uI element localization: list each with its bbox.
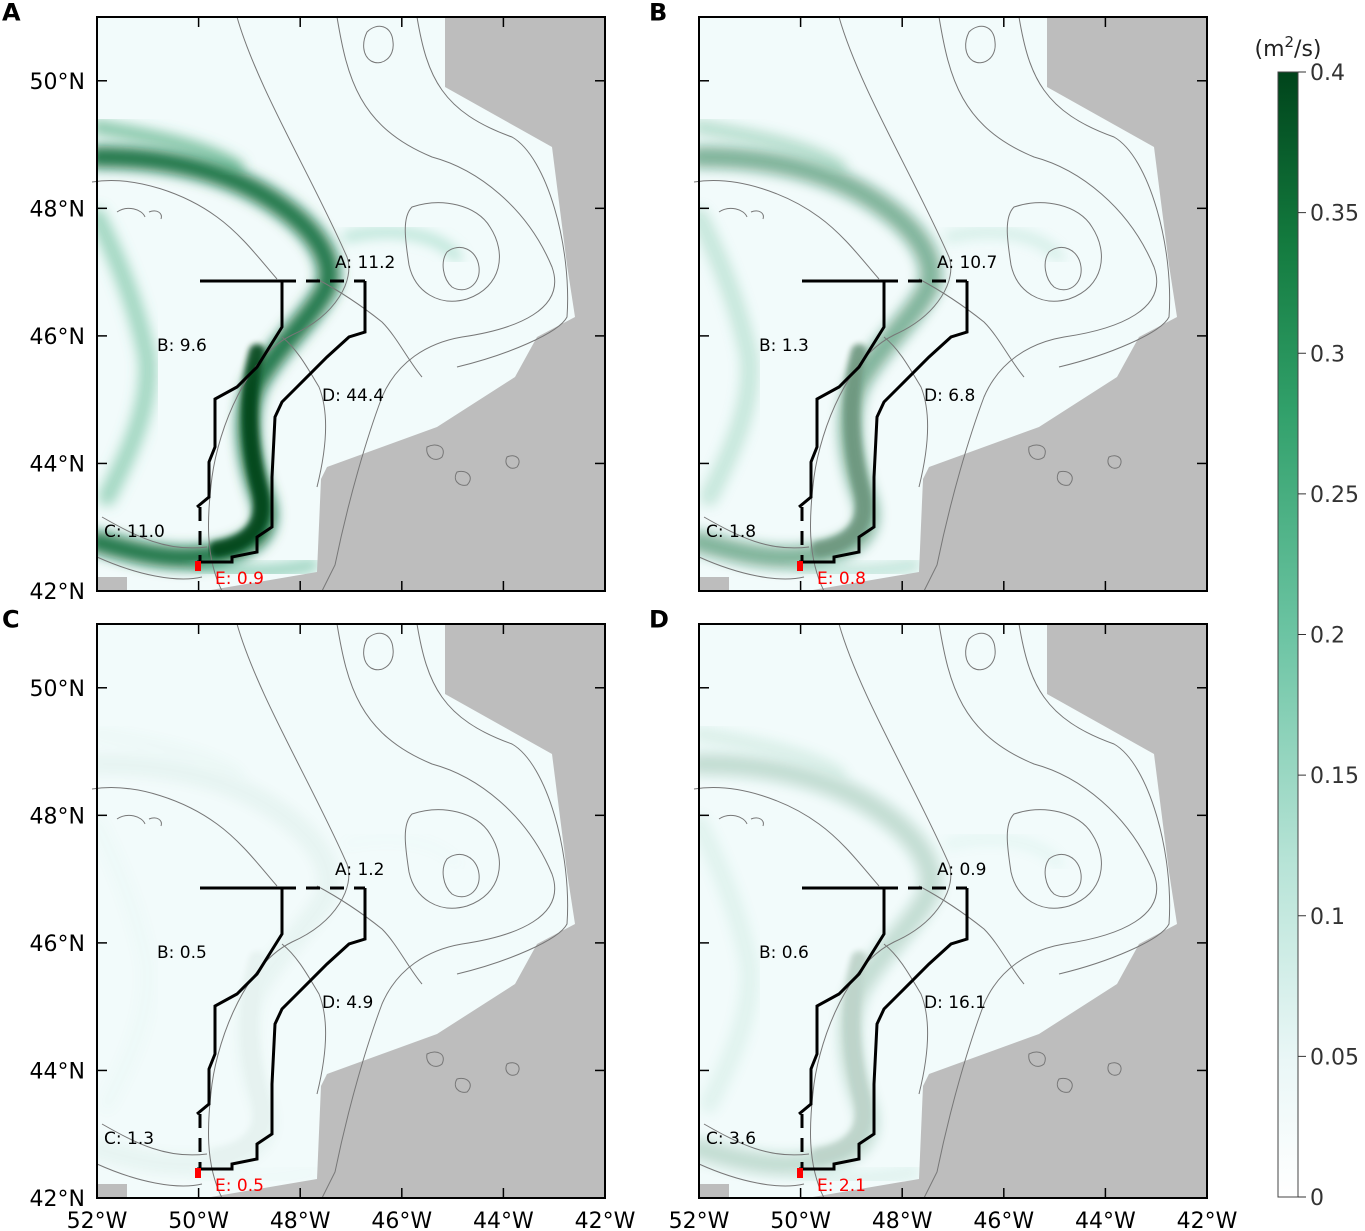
lon-label: 44°W bbox=[473, 1209, 534, 1231]
colorbar-tick-label: 0.2 bbox=[1310, 624, 1345, 649]
lon-label: 46°W bbox=[371, 1209, 432, 1231]
region-boundaries bbox=[196, 279, 367, 564]
region-label-e: E: 2.1 bbox=[817, 1176, 866, 1196]
lat-label: 46°N bbox=[30, 932, 85, 957]
panel-label: D bbox=[649, 606, 669, 634]
region-e-marker bbox=[797, 561, 803, 571]
region-label-b: B: 0.6 bbox=[759, 943, 809, 963]
land bbox=[205, 17, 605, 591]
lon-label: 48°W bbox=[270, 1209, 331, 1231]
land bbox=[205, 624, 605, 1198]
lat-label: 48°N bbox=[30, 804, 85, 829]
region-label-d: D: 44.4 bbox=[322, 386, 384, 406]
lon-label: 46°W bbox=[973, 1209, 1034, 1231]
panel-label: A bbox=[2, 0, 21, 27]
lon-label: 52°W bbox=[669, 1209, 730, 1231]
bathymetry-contours bbox=[693, 623, 1171, 1199]
map-frame bbox=[698, 16, 1208, 592]
region-label-e: E: 0.5 bbox=[215, 1176, 264, 1196]
lat-label: 50°N bbox=[30, 677, 85, 702]
map-panel-b: A: 10.7 B: 1.3 C: 1.8 D: 6.8 E: 0.8 B bbox=[649, 0, 1208, 592]
lon-label: 52°W bbox=[67, 1209, 128, 1231]
lat-label: 50°N bbox=[30, 70, 85, 95]
lon-label: 50°W bbox=[168, 1209, 229, 1231]
region-label-c: C: 1.8 bbox=[706, 522, 756, 542]
colorbar-tick-label: 0 bbox=[1310, 1186, 1324, 1211]
colorbar-tick-label: 0.3 bbox=[1310, 342, 1345, 367]
map-frame bbox=[698, 623, 1208, 1199]
colorbar-tick-label: 0.15 bbox=[1310, 764, 1359, 789]
bathymetry-contours bbox=[693, 16, 1171, 592]
colorbar-tick-label: 0.05 bbox=[1310, 1045, 1359, 1070]
colorbar-tick-label: 0.4 bbox=[1310, 61, 1345, 86]
region-label-a: A: 0.9 bbox=[937, 860, 987, 880]
land bbox=[97, 577, 127, 591]
region-label-e: E: 0.9 bbox=[215, 569, 264, 589]
lat-label: 42°N bbox=[30, 1187, 85, 1212]
panel-label: B bbox=[649, 0, 667, 27]
lon-label: 44°W bbox=[1075, 1209, 1136, 1231]
land bbox=[97, 1184, 127, 1198]
colorbar-tick-label: 0.1 bbox=[1310, 905, 1345, 930]
land bbox=[807, 624, 1207, 1198]
map-panel-c: A: 1.2 B: 0.5 C: 1.3 D: 4.9 E: 0.5 42°N 44°N 46… bbox=[2, 606, 636, 1231]
region-label-d: D: 6.8 bbox=[924, 386, 975, 406]
map-frame bbox=[96, 16, 606, 592]
colorbar-tick-label: 0.25 bbox=[1310, 483, 1359, 508]
region-label-e: E: 0.8 bbox=[817, 569, 866, 589]
lat-label: 48°N bbox=[30, 197, 85, 222]
lon-label: 42°W bbox=[1177, 1209, 1238, 1231]
region-label-b: B: 1.3 bbox=[759, 336, 809, 356]
region-label-a: A: 1.2 bbox=[335, 860, 385, 880]
map-frame bbox=[96, 623, 606, 1199]
lat-label: 44°N bbox=[30, 452, 85, 477]
region-label-c: C: 3.6 bbox=[706, 1129, 756, 1149]
region-label-d: D: 16.1 bbox=[924, 993, 986, 1013]
region-boundaries bbox=[798, 279, 969, 564]
region-label-a: A: 10.7 bbox=[937, 253, 997, 273]
land bbox=[807, 17, 1207, 591]
panel-label: C bbox=[2, 606, 20, 634]
region-e-marker bbox=[195, 1168, 201, 1178]
colorbar: (m2/s) 0 0.05 0.1 0.15 0.2 0.25 0.3 0.35 0.4 bbox=[1254, 33, 1359, 1211]
region-e-marker bbox=[797, 1168, 803, 1178]
region-label-a: A: 11.2 bbox=[335, 253, 395, 273]
region-label-b: B: 9.6 bbox=[157, 336, 207, 356]
lat-label: 46°N bbox=[30, 325, 85, 350]
colorbar-unit: (m2/s) bbox=[1254, 33, 1321, 62]
land bbox=[699, 1184, 729, 1198]
region-label-c: C: 1.3 bbox=[104, 1129, 154, 1149]
region-boundaries bbox=[196, 886, 367, 1171]
lon-label: 50°W bbox=[770, 1209, 831, 1231]
lon-label: 48°W bbox=[872, 1209, 933, 1231]
region-boundaries bbox=[798, 886, 969, 1171]
colorbar-tick-label: 0.35 bbox=[1310, 202, 1359, 227]
lon-label: 42°W bbox=[575, 1209, 636, 1231]
map-panel-d: A: 0.9 B: 0.6 C: 3.6 D: 16.1 E: 2.1 52°W 50°W 4… bbox=[649, 606, 1238, 1231]
lat-label: 44°N bbox=[30, 1059, 85, 1084]
land bbox=[699, 577, 729, 591]
colorbar-scale bbox=[1277, 71, 1299, 1198]
lat-label: 42°N bbox=[30, 580, 85, 605]
region-label-d: D: 4.9 bbox=[322, 993, 373, 1013]
region-label-b: B: 0.5 bbox=[157, 943, 207, 963]
region-label-c: C: 11.0 bbox=[104, 522, 165, 542]
region-e-marker bbox=[195, 561, 201, 571]
map-panel-a: A: 11.2 B: 9.6 C: 11.0 D: 44.4 E: 0.9 42°N 44°… bbox=[2, 0, 606, 605]
